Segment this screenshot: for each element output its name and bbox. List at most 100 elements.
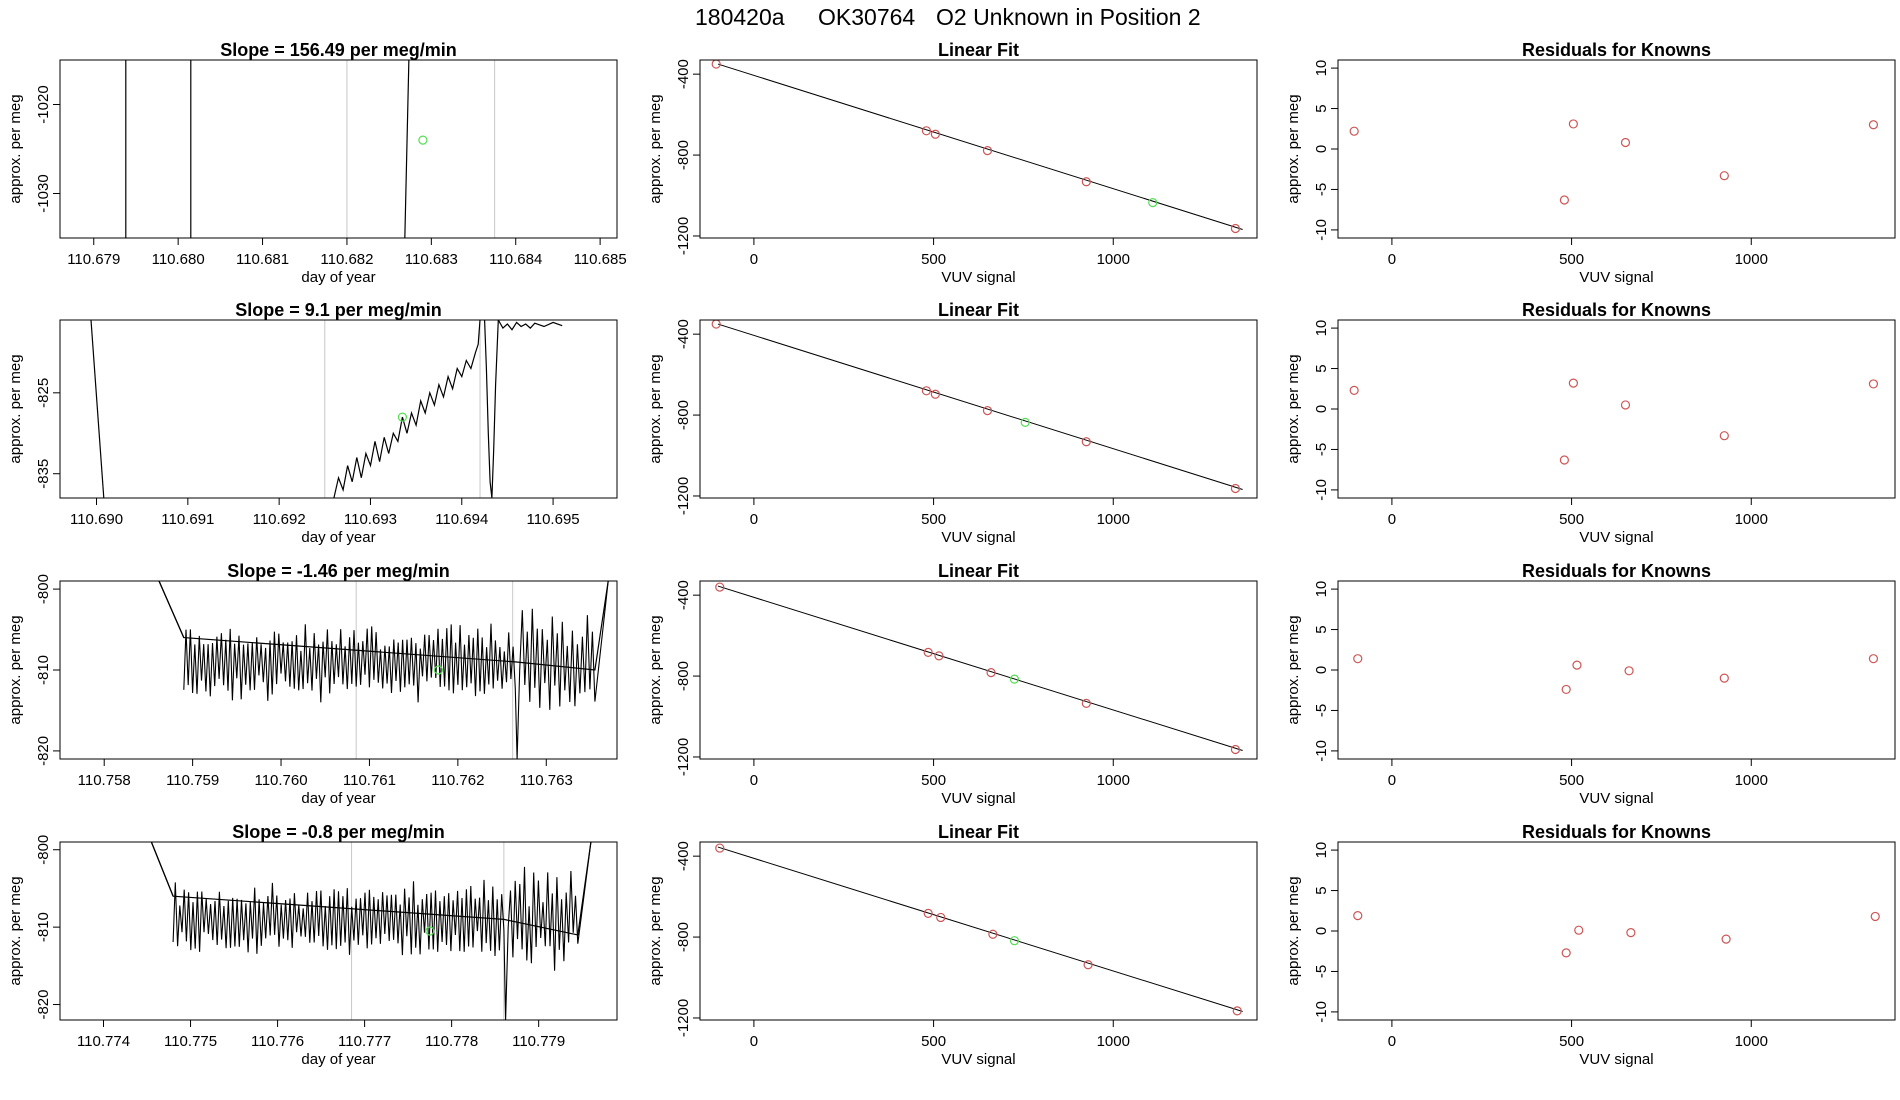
x-tick-label: 110.682 [320, 251, 373, 268]
x-tick-label: 0 [1388, 1033, 1396, 1050]
y-tick-label: -400 [675, 319, 692, 349]
header-tank-id: OK30764 [818, 4, 915, 30]
x-tick-label: 110.693 [344, 511, 397, 528]
panel-row1-residuals: Residuals for Knowns 0 500 1000 10 5 0 -5 -10 VUV… [1285, 40, 1896, 286]
plot-area [1349, 119, 1879, 205]
y-tick-label: -800 [675, 922, 692, 952]
x-tick-label: 0 [750, 251, 758, 268]
unknown-point [418, 135, 428, 145]
panel-title: Residuals for Knowns [1522, 822, 1711, 842]
trace-line [484, 320, 499, 498]
x-tick-label: 110.684 [489, 251, 542, 268]
header-run-id: 180420a [695, 4, 785, 30]
y-tick-label: -800 [675, 400, 692, 430]
y-tick-label: -1200 [675, 999, 692, 1037]
y-tick-label: 10 [1313, 320, 1330, 337]
panel-row1-trace: Slope = 156.49 per meg/min 110.679 110.680… [7, 40, 627, 286]
panel-row4-residuals: Residuals for Knowns 0 500 1000 10 5 0 -5 -10 VUV… [1285, 822, 1896, 1068]
panel-row2-residuals: Residuals for Knowns 0 500 1000 10 5 0 -5 -10 VUV… [1285, 300, 1896, 546]
y-tick-label: -1030 [35, 174, 52, 212]
x-tick-label: 110.683 [405, 251, 458, 268]
x-tick-label: 0 [1388, 511, 1396, 528]
y-tick-label: -800 [675, 661, 692, 691]
known-point [930, 129, 940, 139]
trace-line [404, 60, 410, 238]
plot-area [715, 582, 1243, 755]
panels: Slope = 156.49 per meg/min 110.679 110.680… [7, 40, 1896, 1068]
plot-frame [59, 319, 618, 499]
x-tick-label: 0 [750, 772, 758, 789]
y-tick-label: 5 [1313, 886, 1330, 894]
known-point [982, 406, 993, 416]
x-tick-label: 110.691 [161, 511, 214, 528]
y-tick-label: -1020 [35, 85, 52, 123]
y-tick-label: -810 [35, 912, 52, 942]
y-tick-label: 0 [1313, 145, 1330, 153]
known-point [1572, 660, 1582, 670]
panel-row3-trace: Slope = -1.46 per meg/min 110.758 110.759 1… [7, 561, 618, 807]
y-tick-label: -820 [35, 736, 52, 766]
x-axis-label: day of year [301, 790, 375, 807]
y-tick-label: -10 [1313, 479, 1330, 501]
x-tick-label: 110.681 [236, 251, 289, 268]
x-tick-label: 1000 [1735, 511, 1768, 528]
panel-row4-fit: Linear Fit 0 500 1000 -400 -800 -1200 VUV signa… [647, 822, 1258, 1068]
plot-area [150, 842, 592, 1020]
x-axis-label: VUV signal [1579, 269, 1653, 286]
x-tick-label: 110.779 [512, 1033, 565, 1050]
y-axis-label: approx. per meg [647, 94, 664, 203]
plot-area [1353, 911, 1880, 958]
x-tick-label: 1000 [1097, 772, 1130, 789]
x-axis-label: day of year [301, 529, 375, 546]
known-point [1232, 1006, 1242, 1016]
y-axis-label: approx. per meg [1285, 615, 1302, 724]
x-tick-label: 110.774 [77, 1033, 130, 1050]
plot-frame [699, 841, 1258, 1021]
y-tick-label: -820 [35, 990, 52, 1020]
y-axis-label: approx. per meg [7, 94, 24, 203]
known-point [1870, 911, 1880, 922]
panel-row4-trace: Slope = -0.8 per meg/min 110.774 110.775 11… [7, 822, 618, 1068]
known-point [1081, 177, 1091, 187]
panel-row2-fit: Linear Fit 0 500 1000 -400 -800 -1200 VUV signa… [647, 300, 1258, 546]
y-tick-label: -400 [675, 59, 692, 89]
unknown-point [1148, 198, 1158, 208]
y-tick-label: -810 [35, 655, 52, 685]
x-axis-label: day of year [301, 269, 375, 286]
y-axis-label: approx. per meg [7, 354, 24, 463]
panel-row1-fit: Linear Fit 0 500 1000 -400 -800 -1200 VUV signa… [647, 40, 1258, 286]
known-point [1353, 911, 1363, 921]
y-tick-label: -400 [675, 580, 692, 610]
unknown-point [397, 412, 408, 422]
known-point [715, 843, 725, 853]
header-description: O2 Unknown in Position 2 [936, 4, 1201, 30]
x-tick-label: 110.690 [70, 511, 123, 528]
x-tick-label: 110.694 [435, 511, 488, 528]
x-tick-label: 110.679 [67, 251, 120, 268]
x-tick-label: 0 [750, 511, 758, 528]
known-point [1559, 195, 1569, 205]
known-point [1719, 673, 1729, 683]
x-tick-label: 500 [1559, 251, 1584, 268]
x-tick-label: 110.777 [338, 1033, 391, 1050]
known-point [1626, 928, 1636, 938]
x-tick-label: 500 [921, 772, 946, 789]
known-point [1721, 934, 1731, 944]
y-tick-label: -5 [1313, 443, 1330, 456]
x-axis-label: VUV signal [941, 529, 1015, 546]
x-tick-label: 1000 [1097, 251, 1130, 268]
y-axis-label: approx. per meg [7, 615, 24, 724]
y-tick-label: -1200 [675, 477, 692, 515]
known-point [1081, 698, 1091, 708]
y-axis-label: approx. per meg [647, 615, 664, 724]
unknown-point [1009, 936, 1020, 946]
known-point [1349, 126, 1359, 136]
y-axis-label: approx. per meg [1285, 876, 1302, 985]
known-point [1624, 666, 1634, 676]
panel-row3-residuals: Residuals for Knowns 0 500 1000 10 5 0 -5 -10 VUV… [1285, 561, 1896, 807]
plot-area [1349, 378, 1879, 465]
panel-title: Slope = 156.49 per meg/min [220, 40, 457, 60]
y-tick-label: -800 [35, 574, 52, 604]
known-point [930, 389, 940, 399]
